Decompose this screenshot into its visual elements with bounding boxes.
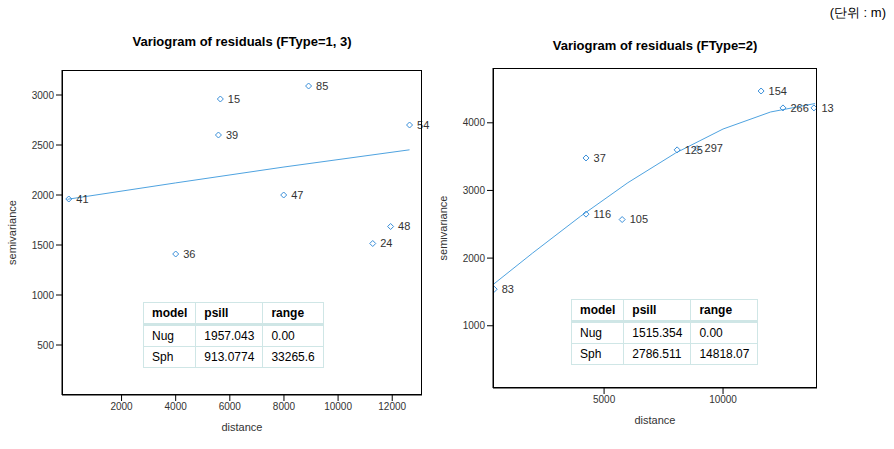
svg-text:24: 24 xyxy=(380,237,392,249)
svg-text:500: 500 xyxy=(37,340,54,351)
svg-text:semivariance: semivariance xyxy=(440,196,449,261)
html-text:1957.043: 1957.043 xyxy=(204,329,255,343)
svg-text:39: 39 xyxy=(226,129,238,141)
html-text:Nug: Nug xyxy=(152,329,174,343)
svg-text:54: 54 xyxy=(417,119,429,131)
svg-text:10000: 10000 xyxy=(709,394,737,405)
svg-text:5000: 5000 xyxy=(593,394,616,405)
svg-text:2000: 2000 xyxy=(32,190,55,201)
svg-text:37: 37 xyxy=(594,152,606,164)
svg-text:distance: distance xyxy=(222,421,263,433)
svg-text:36: 36 xyxy=(183,248,195,260)
html-text:Sph: Sph xyxy=(580,347,602,361)
html-text:model: model xyxy=(580,303,616,317)
svg-text:83: 83 xyxy=(502,283,514,295)
svg-text:8000: 8000 xyxy=(273,401,296,412)
svg-text:47: 47 xyxy=(291,189,303,201)
html-text:range: range xyxy=(699,303,733,317)
html-text:33265.6: 33265.6 xyxy=(271,350,315,364)
html-text:model: model xyxy=(152,306,188,320)
svg-text:2000: 2000 xyxy=(110,401,133,412)
html-text:Nug: Nug xyxy=(580,326,602,340)
html-text:psill: psill xyxy=(204,306,229,320)
html-text:2786.511: 2786.511 xyxy=(632,347,682,361)
svg-text:6000: 6000 xyxy=(219,401,242,412)
html-text:1515.354: 1515.354 xyxy=(632,326,683,340)
svg-text:41: 41 xyxy=(76,193,88,205)
svg-text:distance: distance xyxy=(635,414,676,426)
html-text:range: range xyxy=(271,306,305,320)
svg-text:15: 15 xyxy=(228,93,240,105)
svg-text:3000: 3000 xyxy=(463,185,486,196)
svg-text:154: 154 xyxy=(769,85,787,97)
svg-text:4000: 4000 xyxy=(463,117,486,128)
html-text:0.00: 0.00 xyxy=(271,329,295,343)
html-text:Variogram of residuals (FType=: Variogram of residuals (FType=1, 3) xyxy=(132,34,352,49)
svg-text:1000: 1000 xyxy=(32,290,55,301)
svg-text:12000: 12000 xyxy=(378,401,406,412)
svg-text:2000: 2000 xyxy=(463,253,486,264)
svg-text:13: 13 xyxy=(821,102,833,114)
html-text:0.00: 0.00 xyxy=(699,326,723,340)
html-text:psill: psill xyxy=(632,303,657,317)
svg-text:2500: 2500 xyxy=(32,140,55,151)
svg-text:semivariance: semivariance xyxy=(8,200,18,265)
svg-text:85: 85 xyxy=(316,80,328,92)
svg-text:116: 116 xyxy=(594,208,612,220)
html-text:Variogram of residuals (FType=: Variogram of residuals (FType=2) xyxy=(552,38,758,53)
svg-text:105: 105 xyxy=(630,213,648,225)
html-text:913.0774: 913.0774 xyxy=(204,350,255,364)
html-text:14818.07: 14818.07 xyxy=(699,347,750,361)
svg-text:3000: 3000 xyxy=(32,90,55,101)
html-text:(단위 : m): (단위 : m) xyxy=(829,5,886,20)
svg-text:48: 48 xyxy=(398,220,410,232)
svg-text:10000: 10000 xyxy=(324,401,352,412)
svg-text:266: 266 xyxy=(790,102,808,114)
svg-text:297: 297 xyxy=(705,142,723,154)
svg-text:1500: 1500 xyxy=(32,240,55,251)
html-text:Sph: Sph xyxy=(152,350,174,364)
svg-text:125: 125 xyxy=(685,144,703,156)
svg-text:1000: 1000 xyxy=(463,320,486,331)
svg-text:4000: 4000 xyxy=(165,401,188,412)
